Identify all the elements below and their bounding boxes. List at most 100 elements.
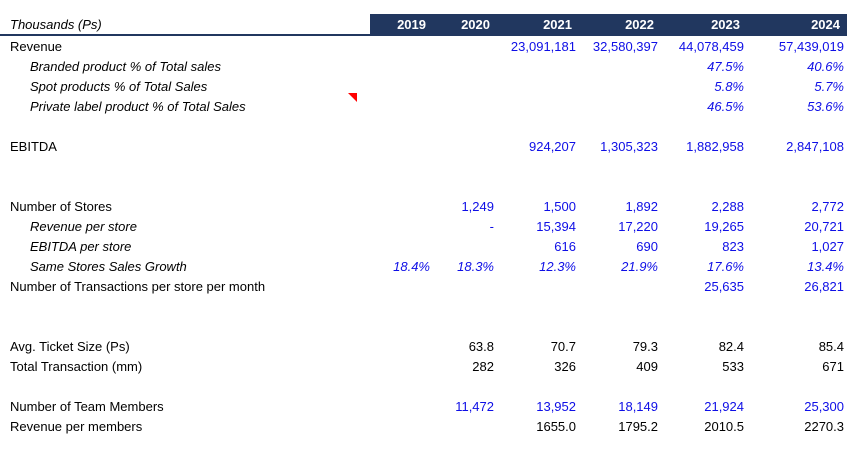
private-label-pct-label[interactable]: Private label product % of Total Sales [30,98,246,114]
number-of-team-members-value-2020[interactable]: 11,472 [455,398,494,414]
table-header-row: Thousands (Ps) 2019 2020 2021 2022 2023 … [0,14,847,36]
table-body: Revenue 23,091,181 32,580,397 44,078,459 57,… [0,36,847,436]
spot-products-pct-value-2024[interactable]: 5.7% [814,78,844,94]
spacer-row [0,296,847,316]
revenue-per-members-value-2024[interactable]: 2270.3 [804,418,844,434]
year-header-2020[interactable]: 2020 [461,16,490,32]
ebitda-per-store-value-2022[interactable]: 690 [636,238,658,254]
table-row-ebitda-per-store: EBITDA per store 616 690 823 1,027 [0,236,847,256]
year-header-2021[interactable]: 2021 [543,16,572,32]
table-row-revenue-per-members: Revenue per members 1655.0 1795.2 2010.5 227… [0,416,847,436]
transactions-per-store-per-month-label[interactable]: Number of Transactions per store per mon… [10,278,266,294]
financial-metrics-table: Thousands (Ps) 2019 2020 2021 2022 2023 … [0,14,847,436]
revenue-value-2024[interactable]: 57,439,019 [778,38,844,54]
revenue-value-2021[interactable]: 23,091,181 [510,38,576,54]
number-of-stores-value-2023[interactable]: 2,288 [711,198,744,214]
number-of-stores-value-2020[interactable]: 1,249 [461,198,494,214]
revenue-per-store-value-2022[interactable]: 17,220 [618,218,658,234]
table-row-spot-products-pct: Spot products % of Total Sales 5.8% 5.7% [0,76,847,96]
number-of-stores-label[interactable]: Number of Stores [10,198,112,214]
year-header-2022[interactable]: 2022 [625,16,654,32]
avg-ticket-size-value-2022[interactable]: 79.3 [632,338,658,354]
avg-ticket-size-value-2023[interactable]: 82.4 [718,338,744,354]
revenue-per-members-label[interactable]: Revenue per members [10,418,143,434]
revenue-label[interactable]: Revenue [10,38,63,54]
table-row-number-of-team-members: Number of Team Members 11,472 13,952 18,149… [0,396,847,416]
private-label-pct-value-2023[interactable]: 46.5% [707,98,744,114]
same-stores-sales-growth-value-2021[interactable]: 12.3% [539,258,576,274]
total-transaction-value-2020[interactable]: 282 [472,358,494,374]
branded-product-pct-value-2023[interactable]: 47.5% [707,58,744,74]
comment-indicator-icon[interactable] [348,93,357,102]
number-of-stores-value-2024[interactable]: 2,772 [811,198,844,214]
same-stores-sales-growth-value-2024[interactable]: 13.4% [807,258,844,274]
revenue-per-members-value-2021[interactable]: 1655.0 [536,418,576,434]
total-transaction-value-2022[interactable]: 409 [636,358,658,374]
spot-products-pct-value-2023[interactable]: 5.8% [714,78,744,94]
ebitda-per-store-value-2021[interactable]: 616 [554,238,576,254]
transactions-per-store-per-month-value-2023[interactable]: 25,635 [704,278,744,294]
number-of-team-members-label[interactable]: Number of Team Members [10,398,164,414]
same-stores-sales-growth-value-2023[interactable]: 17.6% [707,258,744,274]
spot-products-pct-label[interactable]: Spot products % of Total Sales [30,78,208,94]
revenue-per-members-value-2023[interactable]: 2010.5 [704,418,744,434]
same-stores-sales-growth-value-2019[interactable]: 18.4% [393,258,430,274]
table-row-same-stores-sales-growth: Same Stores Sales Growth 18.4% 18.3% 12.3% 2… [0,256,847,276]
spacer-row [0,116,847,136]
total-transaction-value-2024[interactable]: 671 [822,358,844,374]
number-of-stores-value-2021[interactable]: 1,500 [543,198,576,214]
table-row-total-transaction: Total Transaction (mm) 282 326 409 533 671 [0,356,847,376]
avg-ticket-size-label[interactable]: Avg. Ticket Size (Ps) [10,338,130,354]
revenue-per-members-value-2022[interactable]: 1795.2 [618,418,658,434]
number-of-team-members-value-2021[interactable]: 13,952 [536,398,576,414]
number-of-stores-value-2022[interactable]: 1,892 [625,198,658,214]
spacer-row [0,176,847,196]
ebitda-per-store-label[interactable]: EBITDA per store [30,238,132,254]
ebitda-value-2022[interactable]: 1,305,323 [600,138,658,154]
table-row-branded-product-pct: Branded product % of Total sales 47.5% 40.… [0,56,847,76]
branded-product-pct-label[interactable]: Branded product % of Total sales [30,58,222,74]
table-row-avg-ticket-size: Avg. Ticket Size (Ps) 63.8 70.7 79.3 82.4 85.… [0,336,847,356]
table-row-transactions-per-store-per-month: Number of Transactions per store per mon… [0,276,847,296]
table-row-private-label-pct: Private label product % of Total Sales 46… [0,96,847,116]
year-header-2023[interactable]: 2023 [711,16,740,32]
revenue-value-2023[interactable]: 44,078,459 [678,38,744,54]
revenue-per-store-value-2024[interactable]: 20,721 [804,218,844,234]
ebitda-value-2021[interactable]: 924,207 [529,138,576,154]
total-transaction-label[interactable]: Total Transaction (mm) [10,358,143,374]
number-of-team-members-value-2022[interactable]: 18,149 [618,398,658,414]
ebitda-per-store-value-2023[interactable]: 823 [722,238,744,254]
revenue-per-store-value-2020[interactable]: - [489,218,494,234]
number-of-team-members-value-2024[interactable]: 25,300 [804,398,844,414]
total-transaction-value-2023[interactable]: 533 [722,358,744,374]
revenue-per-store-value-2021[interactable]: 15,394 [536,218,576,234]
same-stores-sales-growth-value-2020[interactable]: 18.3% [457,258,494,274]
table-row-revenue: Revenue 23,091,181 32,580,397 44,078,459 57,… [0,36,847,56]
year-header-band: 2019 2020 2021 2022 2023 2024 [370,14,847,34]
number-of-team-members-value-2023[interactable]: 21,924 [704,398,744,414]
revenue-value-2022[interactable]: 32,580,397 [592,38,658,54]
year-header-2024[interactable]: 2024 [811,16,840,32]
same-stores-sales-growth-label[interactable]: Same Stores Sales Growth [30,258,187,274]
private-label-pct-value-2024[interactable]: 53.6% [807,98,844,114]
ebitda-value-2024[interactable]: 2,847,108 [786,138,844,154]
branded-product-pct-value-2024[interactable]: 40.6% [807,58,844,74]
avg-ticket-size-value-2020[interactable]: 63.8 [468,338,494,354]
revenue-per-store-value-2023[interactable]: 19,265 [704,218,744,234]
year-header-2019[interactable]: 2019 [397,16,426,32]
avg-ticket-size-value-2021[interactable]: 70.7 [550,338,576,354]
revenue-per-store-label[interactable]: Revenue per store [30,218,137,234]
ebitda-label[interactable]: EBITDA [10,138,57,154]
table-row-number-of-stores: Number of Stores 1,249 1,500 1,892 2,288 2,77… [0,196,847,216]
spacer-row [0,316,847,336]
same-stores-sales-growth-value-2022[interactable]: 21.9% [621,258,658,274]
table-row-ebitda: EBITDA 924,207 1,305,323 1,882,958 2,847,108 [0,136,847,156]
units-label[interactable]: Thousands (Ps) [10,16,102,32]
avg-ticket-size-value-2024[interactable]: 85.4 [818,338,844,354]
transactions-per-store-per-month-value-2024[interactable]: 26,821 [804,278,844,294]
total-transaction-value-2021[interactable]: 326 [554,358,576,374]
spacer-row [0,376,847,396]
ebitda-per-store-value-2024[interactable]: 1,027 [811,238,844,254]
ebitda-value-2023[interactable]: 1,882,958 [686,138,744,154]
